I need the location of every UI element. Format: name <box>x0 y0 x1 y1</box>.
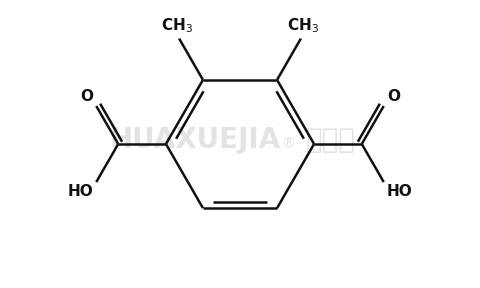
Text: CH$_3$: CH$_3$ <box>287 16 319 35</box>
Text: CH$_3$: CH$_3$ <box>161 16 193 35</box>
Text: HO: HO <box>387 184 413 199</box>
Text: O: O <box>80 89 93 104</box>
Text: HO: HO <box>67 184 93 199</box>
Text: O: O <box>387 89 400 104</box>
Text: ®: ® <box>281 137 295 151</box>
Text: HUAXUEJIA: HUAXUEJIA <box>109 126 280 154</box>
Text: 化学加: 化学加 <box>306 126 356 154</box>
